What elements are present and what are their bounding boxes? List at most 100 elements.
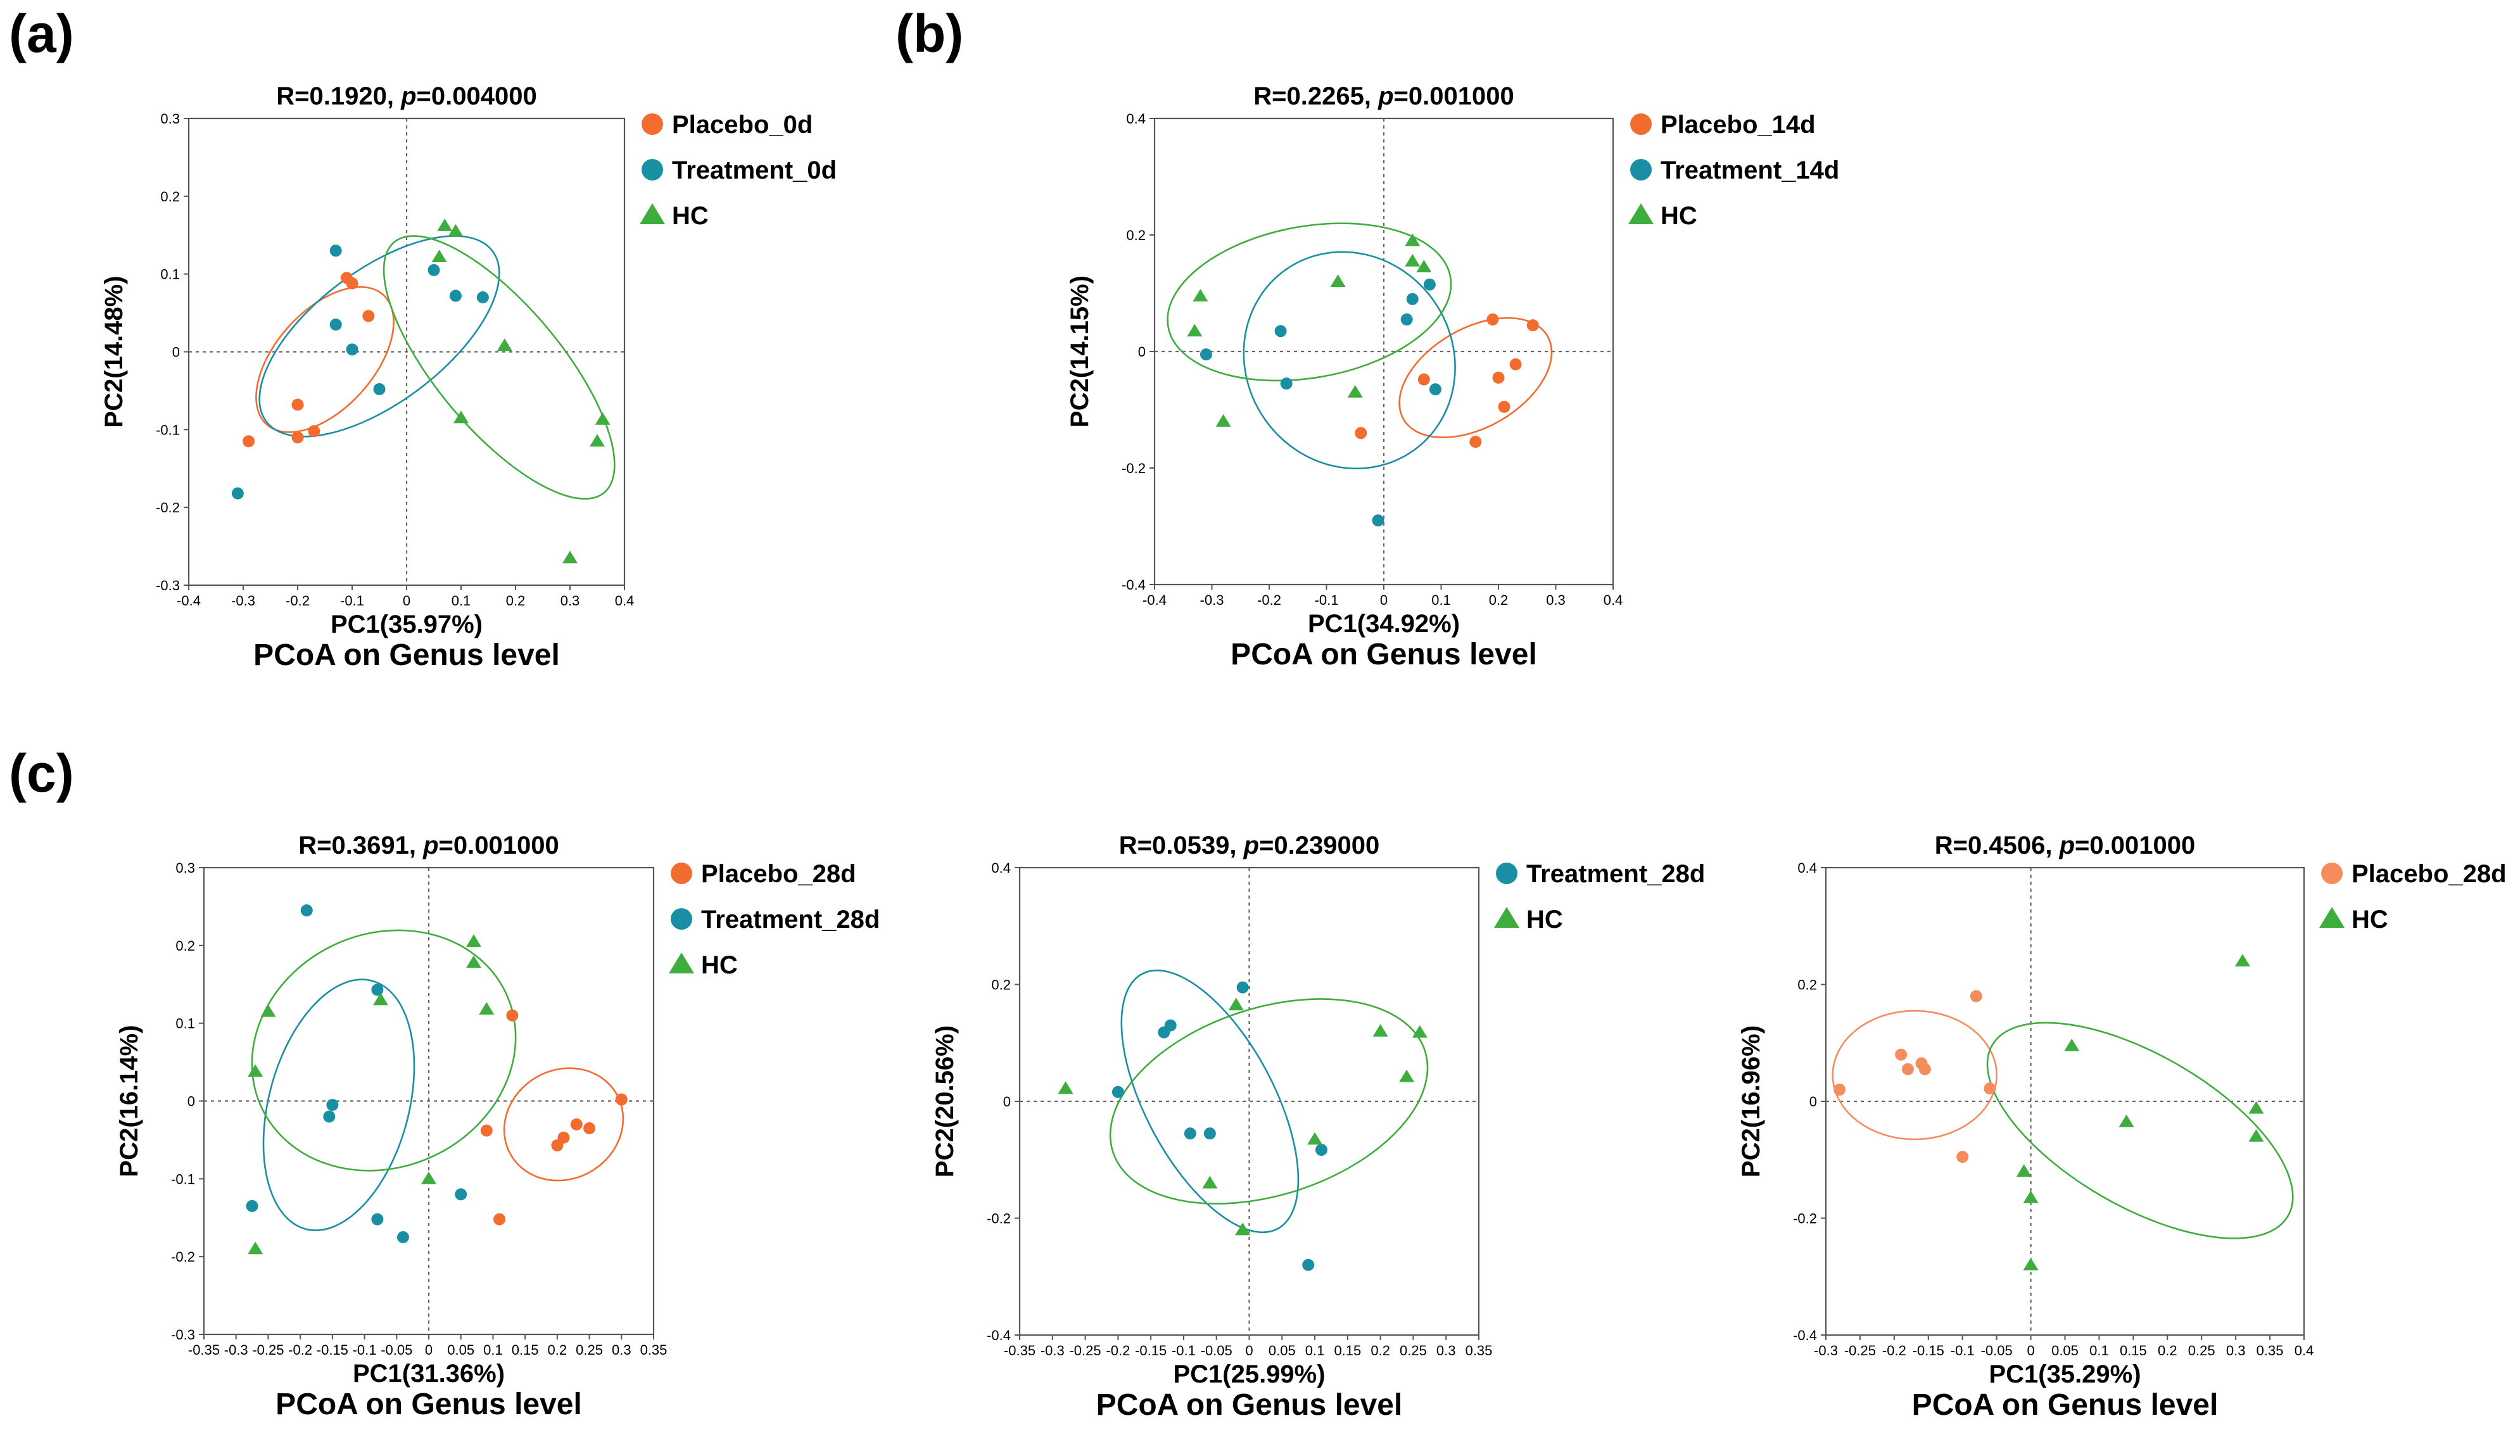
title-r-value: R=0.2265, xyxy=(1253,82,1378,110)
data-point-hc xyxy=(497,338,512,351)
legend-marker-hc xyxy=(2319,907,2345,928)
chart-title: R=0.4506, p=0.001000 xyxy=(1935,832,2195,859)
data-point-hc xyxy=(437,218,453,231)
y-tick-label: 0.3 xyxy=(160,111,180,127)
legend-label-placebo-0d: Placebo_0d xyxy=(672,111,813,139)
x-tick-label: 0 xyxy=(425,1342,433,1358)
y-tick-label: 0.1 xyxy=(160,267,180,282)
data-point-hc xyxy=(466,934,481,947)
legend-marker-hc xyxy=(669,953,694,973)
data-point-hc xyxy=(1193,289,1208,301)
data-point-placebo-0d xyxy=(362,310,375,322)
data-point-hc xyxy=(1416,260,1432,272)
x-tick-label: 0.15 xyxy=(512,1342,539,1358)
y-tick-label: -0.2 xyxy=(156,500,180,516)
x-tick-label: 0.1 xyxy=(1305,1343,1325,1358)
data-point-placebo-28d xyxy=(1956,1151,1969,1163)
x-tick-label: -0.1 xyxy=(340,593,364,609)
data-point-placebo-28d xyxy=(1984,1082,1996,1095)
x-tick-label: 0.3 xyxy=(560,593,580,609)
data-point-treatment-28d xyxy=(323,1110,336,1123)
y-axis-label: PC2(20.56%) xyxy=(931,1025,959,1177)
y-tick-label: 0 xyxy=(172,345,180,360)
data-point-treatment-28d xyxy=(300,904,313,917)
chart-1: R=0.1920, p=0.004000-0.4 -0.3 -0.2 -0.1 0 0.1… xyxy=(100,82,837,672)
x-tick-label: 0.2 xyxy=(1489,592,1509,608)
chart-footer: PCoA on Genus level xyxy=(253,638,560,672)
x-axis-label: PC1(25.99%) xyxy=(1173,1360,1325,1388)
data-point-placebo-28d xyxy=(570,1118,583,1130)
title-p-value: =0.001000 xyxy=(1394,82,1514,110)
x-tick-label: -0.4 xyxy=(1143,592,1167,608)
x-tick-label: 0.4 xyxy=(615,593,635,609)
x-tick-label: -0.1 xyxy=(1951,1343,1975,1358)
confidence-ellipse-treatment-28d xyxy=(1120,969,1300,1234)
panel-label-c: (c) xyxy=(9,744,74,803)
plot-area xyxy=(1167,222,1553,527)
data-point-hc xyxy=(590,434,605,447)
x-tick-label: -0.15 xyxy=(317,1342,348,1358)
x-tick-label: 0.25 xyxy=(1400,1343,1427,1358)
x-tick-label: 0 xyxy=(2027,1343,2034,1358)
chart-3: R=0.3691, p=0.001000-0.35 -0.3 -0.25 -0.2 -0… xyxy=(115,832,880,1421)
confidence-ellipse-placebo-28d xyxy=(1832,1010,1998,1141)
data-point-placebo-0d xyxy=(291,398,304,411)
data-point-hc xyxy=(1330,274,1346,287)
charts-container: R=0.1920, p=0.004000-0.4 -0.3 -0.2 -0.1 0 0.1… xyxy=(100,82,2507,1422)
data-point-treatment-0d xyxy=(329,244,342,257)
x-tick-label: -0.25 xyxy=(1069,1343,1101,1358)
data-point-treatment-28d xyxy=(1315,1144,1327,1156)
data-point-hc xyxy=(2118,1114,2134,1127)
data-point-placebo-0d xyxy=(346,277,358,289)
data-point-treatment-28d xyxy=(1236,981,1249,994)
chart-footer: PCoA on Genus level xyxy=(1231,638,1537,671)
data-point-treatment-28d xyxy=(1111,1086,1124,1098)
y-tick-label: 0.1 xyxy=(175,1016,195,1032)
panel-label-a: (a) xyxy=(9,4,74,63)
data-point-treatment-0d xyxy=(427,264,440,277)
chart-4: R=0.0539, p=0.239000 -0.35 -0.3 -0.25 -0.2 -0… xyxy=(931,832,1705,1422)
data-point-hc xyxy=(1228,997,1244,1011)
title-p-value: =0.004000 xyxy=(417,82,537,110)
data-point-placebo-28d xyxy=(493,1213,506,1225)
x-tick-label: -0.1 xyxy=(353,1342,377,1358)
data-point-placebo-14d xyxy=(1417,373,1430,386)
y-tick-label: 0.2 xyxy=(991,977,1011,993)
title-p-value: =0.001000 xyxy=(439,832,559,859)
legend-label-placebo-14d: Placebo_14d xyxy=(1661,111,1816,139)
data-point-placebo-28d xyxy=(1970,990,1982,1003)
legend-label-treatment-14d: Treatment_14d xyxy=(1661,156,1839,184)
data-point-hc xyxy=(1187,324,1203,337)
x-tick-label: -0.3 xyxy=(1814,1343,1838,1358)
x-tick-label: 0.05 xyxy=(447,1342,474,1358)
plot-area xyxy=(246,904,628,1255)
x-tick-label: -0.3 xyxy=(231,593,255,609)
legend-label-treatment-0d: Treatment_0d xyxy=(672,156,837,184)
chart-title: R=0.3691, p=0.001000 xyxy=(298,832,559,859)
confidence-ellipse-hc xyxy=(1986,1022,2294,1239)
x-axis-label: PC1(34.92%) xyxy=(1308,610,1460,638)
x-tick-label: -0.35 xyxy=(188,1342,220,1358)
title-p-value: =0.001000 xyxy=(2075,832,2195,859)
title-r-value: R=0.3691, xyxy=(298,832,423,859)
x-tick-label: 0.4 xyxy=(1604,592,1623,608)
data-point-hc xyxy=(453,410,469,424)
legend-label-hc: HC xyxy=(1661,202,1697,230)
y-tick-label: -0.4 xyxy=(1793,1327,1817,1343)
data-point-hc xyxy=(1307,1132,1323,1145)
chart-title: R=0.1920, p=0.004000 xyxy=(276,82,536,110)
data-point-hc xyxy=(372,992,388,1006)
x-tick-label: 0.4 xyxy=(2295,1343,2314,1358)
x-tick-label: 0.3 xyxy=(2226,1343,2246,1358)
data-point-hc xyxy=(248,1064,263,1077)
chart-footer: PCoA on Genus level xyxy=(1912,1388,2219,1422)
confidence-ellipse-hc xyxy=(1109,998,1429,1205)
legend-marker-treatment-28d xyxy=(671,908,692,930)
data-point-treatment-0d xyxy=(231,487,244,500)
x-tick-label: -0.2 xyxy=(1257,592,1281,608)
chart-5: R=0.4506, p=0.001000 -0.3 -0.25 -0.2 -0.15 -0… xyxy=(1737,832,2507,1422)
data-point-placebo-14d xyxy=(1498,400,1510,413)
plot-area xyxy=(231,218,616,564)
x-tick-label: 0.1 xyxy=(452,593,471,609)
